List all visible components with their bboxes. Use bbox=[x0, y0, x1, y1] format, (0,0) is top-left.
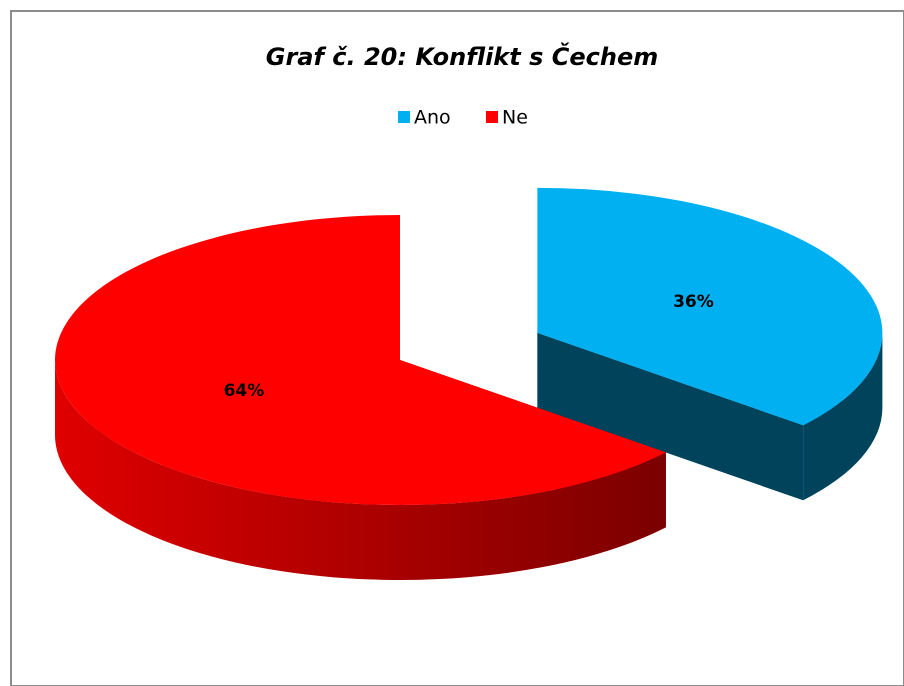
legend-swatch bbox=[486, 111, 498, 123]
legend-swatch bbox=[398, 111, 410, 123]
outer-walls bbox=[55, 332, 883, 581]
chart-title: Graf č. 20: Konflikt s Čechem bbox=[266, 41, 658, 71]
slice bbox=[54, 215, 666, 505]
slice-wall-shade bbox=[55, 360, 666, 581]
legend-label: Ano bbox=[414, 107, 451, 129]
data-label: 64% bbox=[224, 381, 265, 401]
slice bbox=[537, 187, 883, 426]
slice-side-shade bbox=[537, 332, 804, 501]
legend-label: Ne bbox=[502, 107, 528, 129]
data-label: 36% bbox=[673, 292, 714, 312]
top-faces bbox=[54, 187, 883, 505]
legend: Ano Ne bbox=[398, 107, 528, 129]
slice-wall-shade bbox=[803, 332, 883, 501]
